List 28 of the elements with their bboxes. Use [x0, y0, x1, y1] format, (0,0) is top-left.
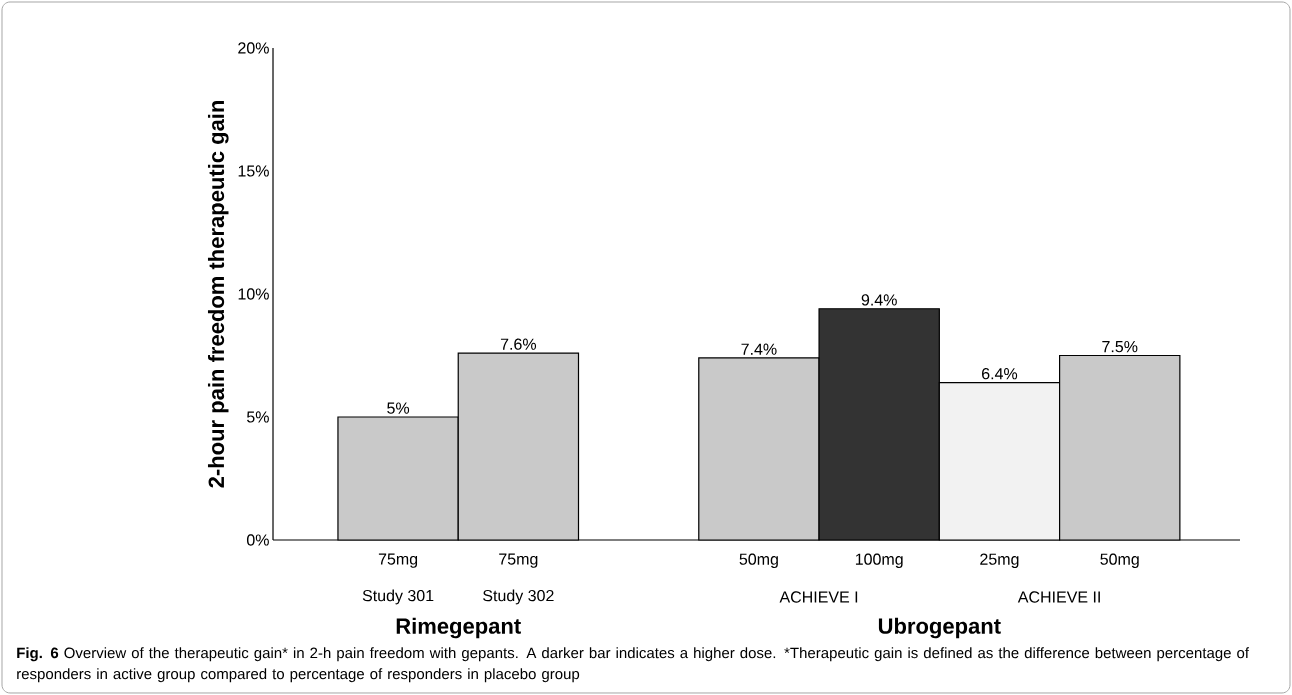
y-tick-label: 5%: [246, 411, 269, 423]
x-tick-label: 25mg: [980, 553, 1019, 569]
text: ACHIEVE II: [1017, 591, 1100, 603]
caption: Fig. 6: [17, 647, 59, 662]
x-tick-label: 50mg: [739, 553, 778, 569]
y-axis-title: 2-hour pain freedom therapeutic gain: [207, 101, 229, 488]
text: Rimegepant: [396, 617, 521, 639]
text: Ubrogepant: [878, 617, 1001, 639]
y-tick-label: 10%: [238, 288, 269, 300]
x-tick-label: 100mg: [855, 553, 903, 569]
data-label: 6.4%: [982, 368, 1018, 380]
x-tick-label: 75mg: [499, 553, 538, 568]
data-label: 5%: [387, 402, 410, 414]
y-tick-label: 20%: [238, 42, 269, 54]
x-tick-label: 50mg: [1100, 553, 1139, 569]
data-label: 9.4%: [861, 294, 897, 306]
text: Study 301: [362, 589, 434, 605]
text: responders in active group compared to percentage of responders in placebo group: [17, 668, 580, 683]
y-tick-label: 0%: [246, 534, 269, 546]
y-tick-label: 15%: [238, 165, 269, 177]
x-tick-label: 75mg: [378, 553, 418, 568]
data-label: 7.6%: [500, 338, 537, 350]
data-label: 7.5%: [1102, 341, 1138, 353]
data-label: 7.4%: [741, 343, 777, 355]
text: Study 302: [483, 589, 554, 605]
text: ACHIEVE I: [779, 591, 858, 603]
text: Overview of the therapeutic gain* in 2-h pain freedom with gepants. A darker bar indicates a higher dose.: [64, 647, 776, 662]
text: *Therapeutic gain is defined as the difference between percentage of: [784, 647, 1250, 662]
